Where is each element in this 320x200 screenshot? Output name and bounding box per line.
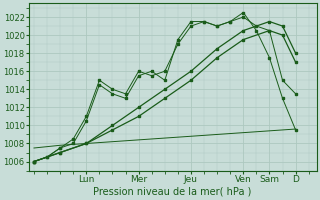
X-axis label: Pression niveau de la mer( hPa ): Pression niveau de la mer( hPa ) — [93, 187, 252, 197]
